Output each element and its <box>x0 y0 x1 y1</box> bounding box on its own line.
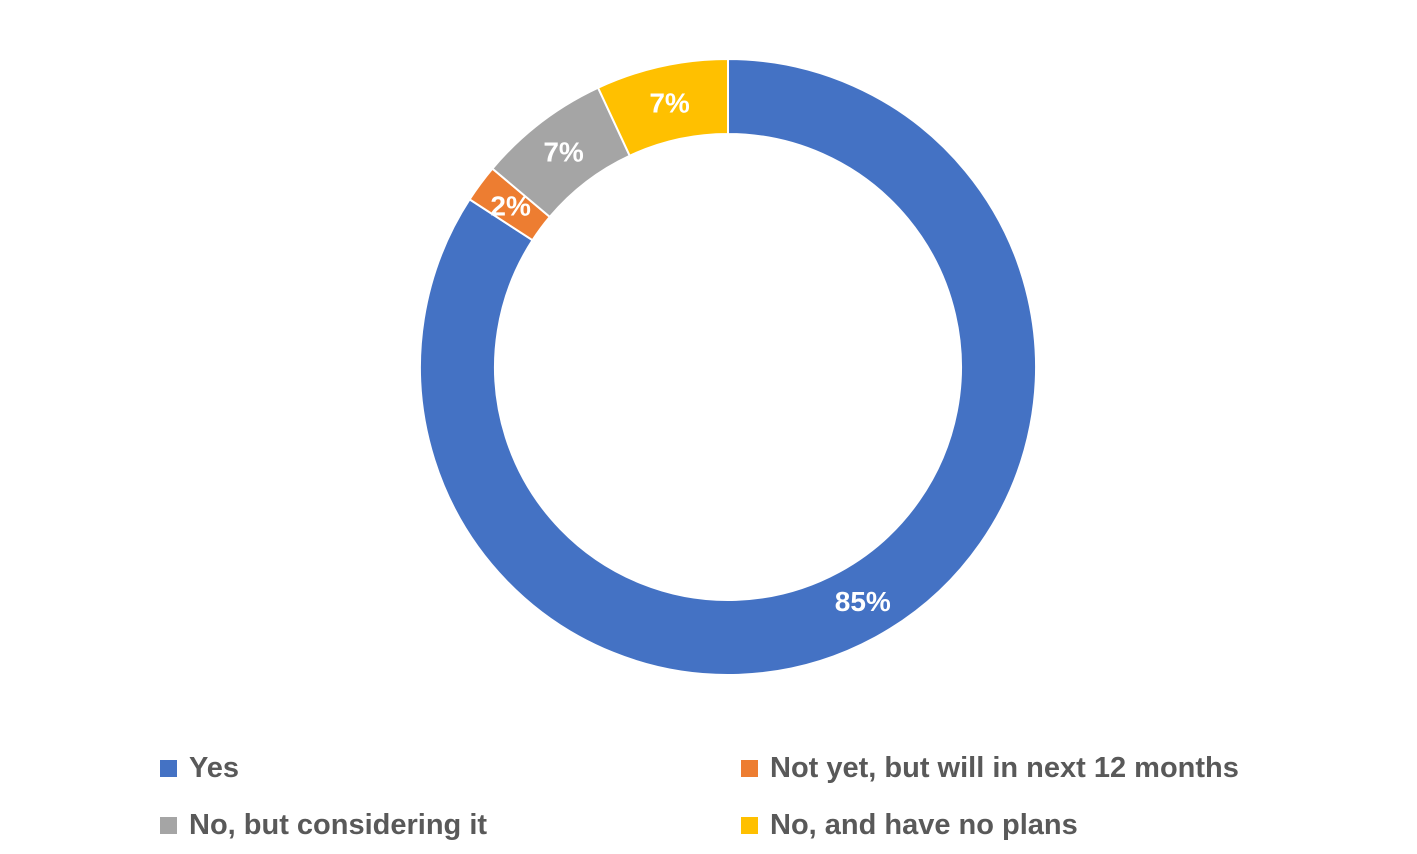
data-label-no-plans: 7% <box>649 87 690 118</box>
slice-no-plans <box>596 57 729 158</box>
legend-swatch-no-plans <box>741 816 758 834</box>
legend-item-not-yet: Not yet, but will in next 12 months <box>741 751 1239 785</box>
legend-label-no-plans: No, and have no plans <box>770 809 1078 841</box>
legend-swatch-not-yet <box>741 759 758 777</box>
data-label-yes: 85% <box>835 586 891 617</box>
legend-label-not-yet: Not yet, but will in next 12 months <box>770 752 1239 784</box>
legend-label-considering: No, but considering it <box>189 809 488 841</box>
legend-item-yes: Yes <box>160 751 239 785</box>
legend-swatch-yes <box>160 759 177 777</box>
data-label-considering: 7% <box>543 137 584 168</box>
slice-yes <box>419 57 1037 676</box>
legend-item-no-plans: No, and have no plans <box>741 808 1078 842</box>
legend-item-considering: No, but considering it <box>160 808 487 842</box>
legend-label-yes: Yes <box>189 752 239 784</box>
legend-swatch-considering <box>160 816 177 834</box>
